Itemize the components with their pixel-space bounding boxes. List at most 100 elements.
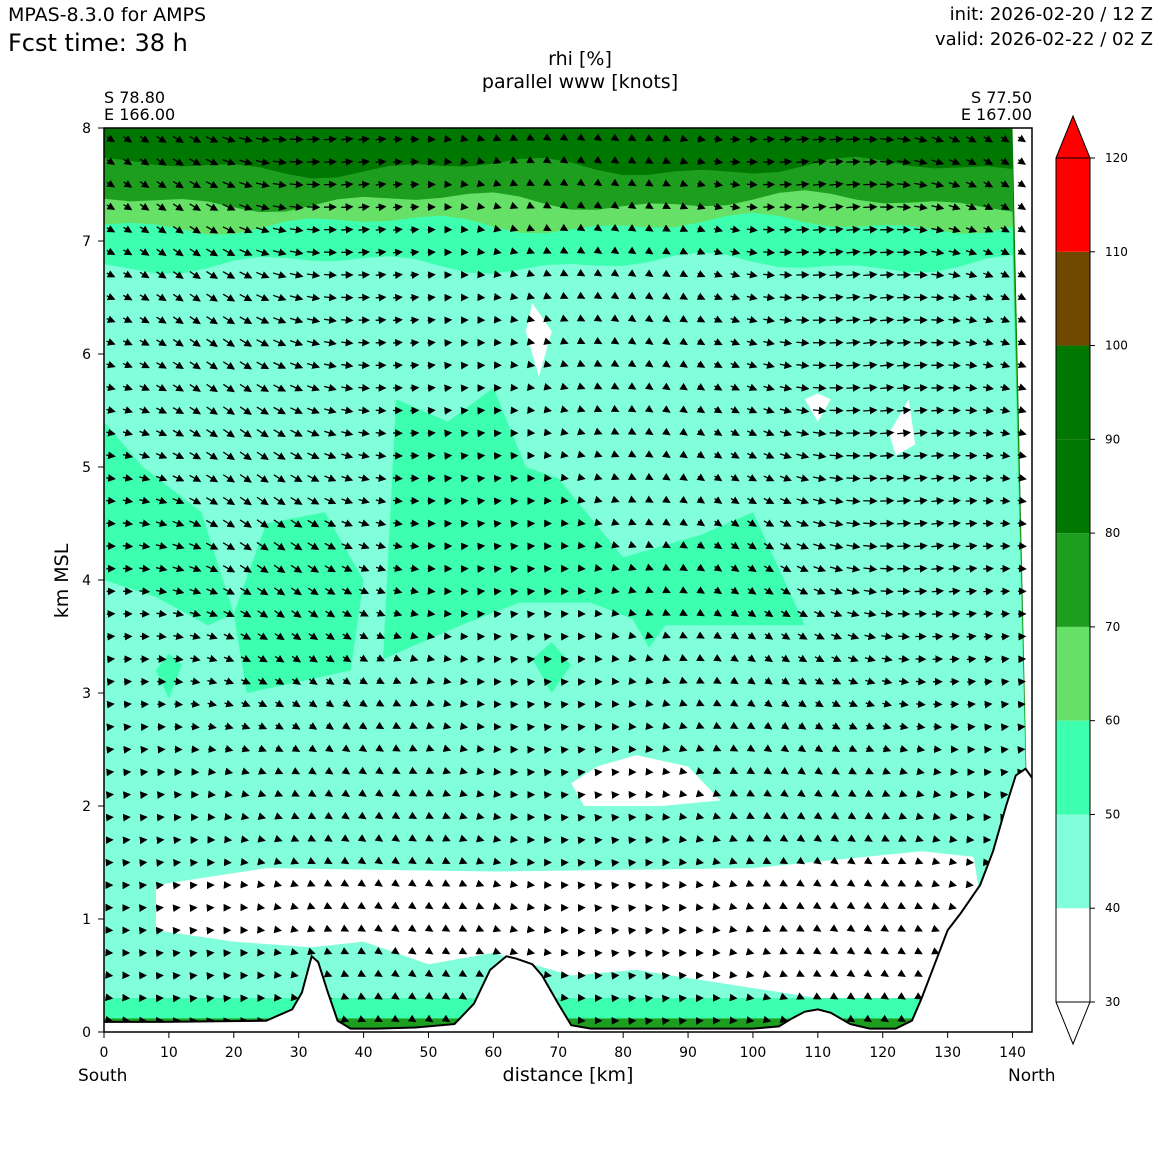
wind-vector	[728, 902, 738, 911]
wind-vector	[779, 970, 788, 978]
wind-vector	[695, 789, 705, 798]
wind-vector	[712, 744, 722, 752]
wind-vector	[340, 834, 350, 842]
wind-vector	[290, 925, 299, 933]
wind-vector	[880, 901, 890, 910]
wind-vector	[678, 812, 688, 821]
wind-vector	[139, 587, 151, 596]
wind-vector	[341, 203, 354, 212]
wind-vector	[526, 315, 536, 323]
wind-vector	[847, 609, 860, 618]
wind-vector	[678, 789, 688, 798]
wind-vector	[762, 924, 772, 933]
wind-vector	[897, 946, 906, 955]
wind-vector	[444, 429, 453, 438]
wind-vector	[729, 789, 739, 797]
wind-vector	[1017, 225, 1027, 233]
wind-vector	[846, 992, 856, 1000]
wind-vector	[967, 678, 977, 686]
wind-vector	[273, 925, 282, 934]
wind-vector	[376, 654, 386, 662]
wind-vector	[274, 812, 283, 820]
wind-vector	[444, 406, 453, 415]
wind-vector	[949, 655, 960, 664]
wind-vector	[830, 856, 839, 865]
wind-vector	[645, 676, 654, 685]
wind-vector	[444, 157, 453, 166]
wind-vector	[191, 722, 200, 731]
rhi-blob-50-60	[233, 512, 364, 693]
wind-vector	[764, 677, 773, 685]
wind-vector	[880, 946, 889, 955]
wind-vector	[323, 856, 333, 865]
wind-vector	[983, 564, 994, 573]
wind-vector	[443, 654, 452, 663]
colorbar-tick-label: 90	[1105, 432, 1120, 446]
y-tick-label: 6	[82, 347, 91, 363]
wind-vector	[679, 676, 688, 684]
wind-vector	[628, 609, 637, 617]
wind-vector	[241, 790, 250, 798]
wind-vector	[830, 609, 843, 618]
wind-vector	[123, 723, 132, 732]
wind-vector	[864, 609, 877, 618]
wind-vector	[931, 857, 941, 866]
wind-vector	[408, 834, 417, 842]
wind-vector	[274, 654, 285, 663]
wind-vector	[156, 609, 168, 618]
wind-vector	[1017, 315, 1027, 323]
wind-vector	[493, 293, 502, 301]
wind-vector	[712, 721, 722, 729]
wind-vector	[460, 699, 469, 708]
wind-vector	[813, 834, 823, 842]
wind-vector	[897, 992, 906, 1000]
wind-vector	[847, 654, 859, 663]
wind-vector	[526, 292, 536, 300]
end-direction-label: North	[1008, 1066, 1056, 1086]
wind-vector	[341, 587, 353, 595]
wind-vector	[863, 856, 873, 865]
wind-vector	[139, 609, 150, 618]
wind-vector	[410, 339, 420, 347]
wind-vector	[662, 563, 671, 571]
wind-vector	[444, 452, 453, 460]
wind-vector	[662, 654, 671, 662]
wind-vector	[308, 699, 318, 708]
wind-vector	[882, 699, 893, 708]
y-tick-label: 7	[82, 234, 91, 250]
wind-vector	[983, 632, 994, 641]
wind-vector	[779, 992, 789, 1001]
wind-vector	[863, 519, 878, 528]
wind-vector	[796, 338, 810, 347]
wind-vector	[324, 789, 334, 797]
wind-vector	[357, 879, 367, 887]
wind-vector	[796, 969, 805, 977]
wind-vector	[897, 542, 912, 551]
wind-vector	[846, 587, 860, 595]
wind-vector	[746, 699, 756, 707]
wind-vector	[308, 654, 318, 663]
wind-vector	[730, 654, 739, 662]
wind-vector	[323, 158, 337, 166]
wind-vector	[713, 586, 723, 595]
wind-vector	[257, 610, 269, 618]
wind-vector	[375, 699, 385, 707]
wind-vector	[257, 767, 267, 775]
wind-vector	[392, 293, 403, 302]
wind-vector	[477, 247, 486, 256]
wind-vector	[427, 361, 436, 370]
wind-vector	[881, 789, 891, 797]
wind-vector	[914, 361, 928, 370]
wind-vector	[763, 766, 773, 775]
wind-vector	[848, 699, 859, 707]
wind-vector	[899, 700, 909, 708]
wind-vector	[492, 880, 502, 888]
wind-vector	[341, 789, 351, 797]
wind-vector	[914, 564, 928, 573]
wind-vector	[713, 676, 722, 684]
wind-vector	[425, 766, 435, 775]
wind-vector	[899, 767, 908, 775]
wind-vector	[425, 789, 435, 797]
wind-vector	[543, 360, 552, 368]
wind-vector	[577, 496, 586, 504]
